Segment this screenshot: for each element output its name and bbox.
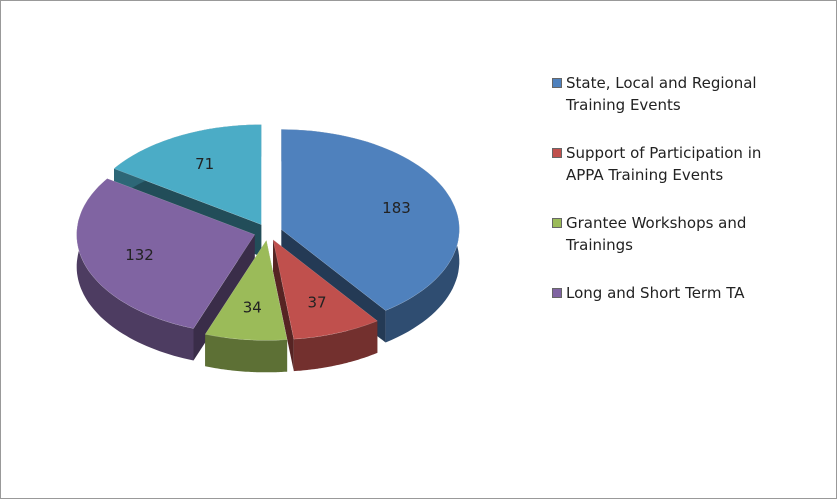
data-label: 132 (125, 246, 154, 264)
slice-top (272, 239, 378, 340)
data-label: 183 (382, 199, 411, 217)
legend-item: Long and Short Term TA (552, 282, 802, 304)
slice-top (113, 124, 262, 225)
legend-label: State, Local and Regional Training Event… (566, 74, 757, 114)
slice-wall (205, 334, 288, 373)
legend-label: Support of Participation in APPA Trainin… (566, 144, 762, 184)
slice-side (273, 239, 294, 372)
data-label: 34 (243, 298, 262, 316)
legend-swatch (552, 288, 562, 298)
legend-swatch (552, 78, 562, 88)
slice (272, 239, 378, 372)
slice-wall (76, 178, 194, 361)
legend-swatch (552, 148, 562, 158)
legend-item: Grantee Workshops and Trainings (552, 212, 802, 256)
slice-wall (293, 320, 378, 372)
legend-item: State, Local and Regional Training Event… (552, 72, 802, 116)
legend-swatch (552, 218, 562, 228)
legend-label: Long and Short Term TA (566, 284, 745, 302)
legend-label: Grantee Workshops and Trainings (566, 214, 747, 254)
legend-item: Support of Participation in APPA Trainin… (552, 142, 802, 186)
data-label: 71 (195, 155, 214, 173)
slice-top (204, 239, 288, 341)
slice-top (76, 178, 256, 329)
slice-top (281, 129, 460, 311)
slice (204, 239, 288, 373)
legend: State, Local and Regional Training Event… (552, 72, 802, 330)
data-label: 37 (307, 294, 326, 312)
